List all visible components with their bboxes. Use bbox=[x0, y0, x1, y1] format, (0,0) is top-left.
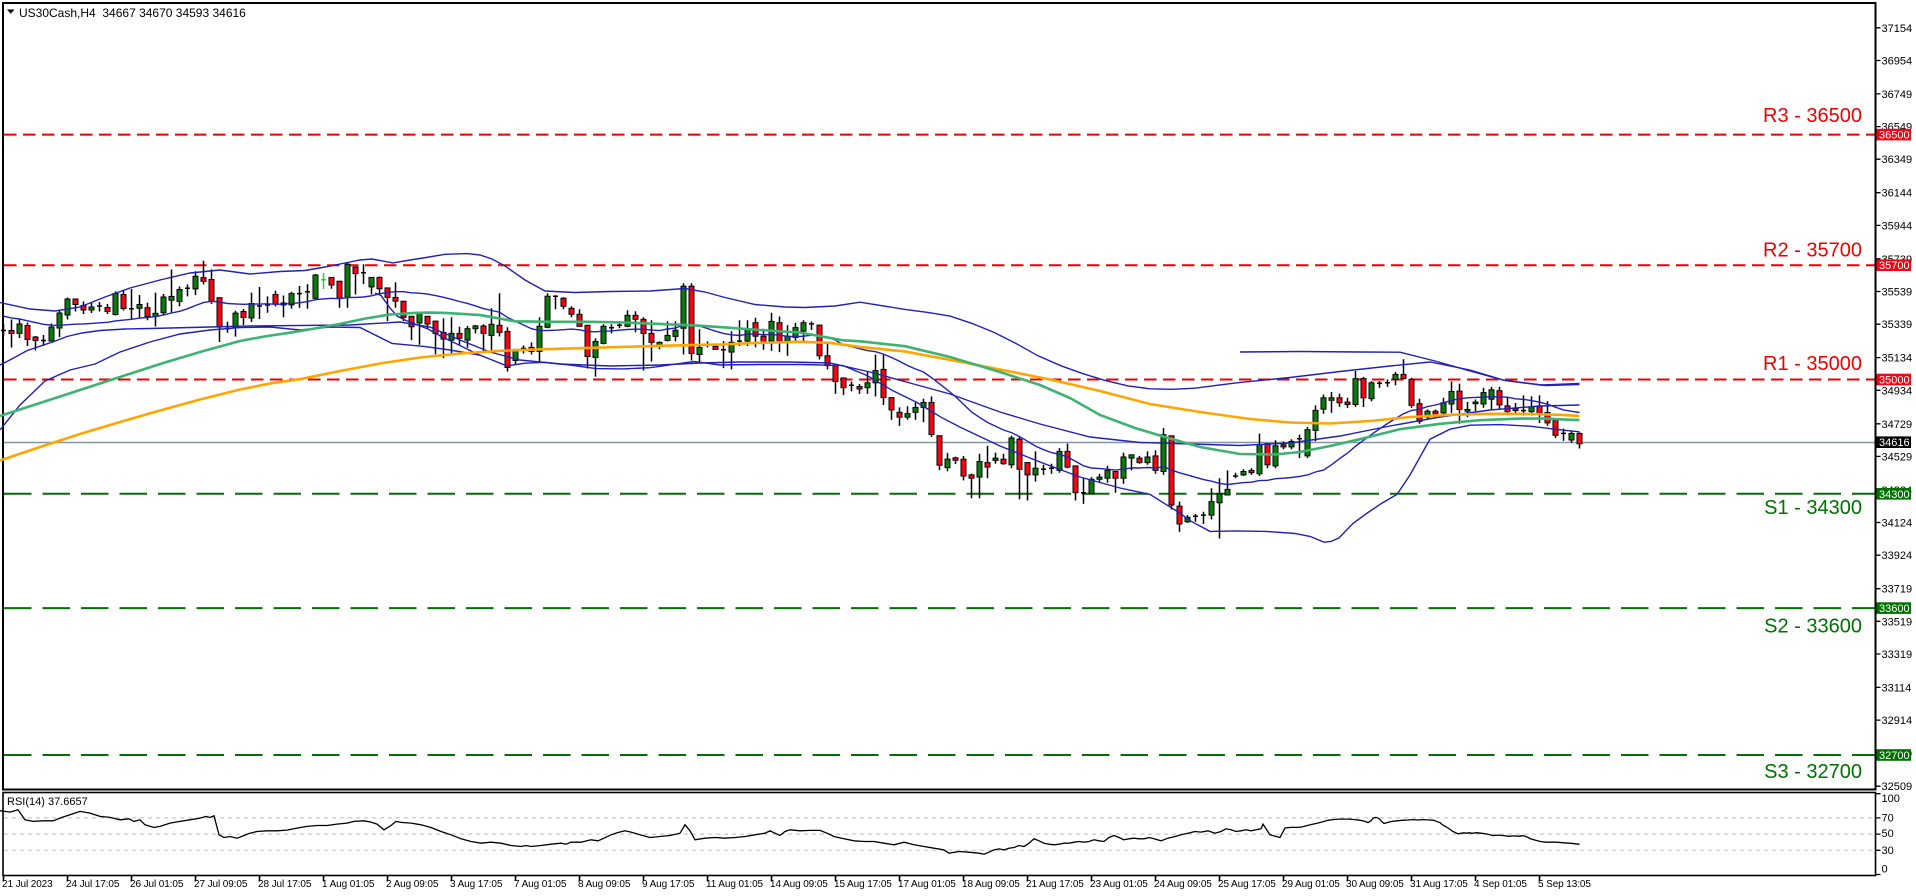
svg-text:R1 - 35000: R1 - 35000 bbox=[1763, 353, 1862, 375]
svg-text:32914: 32914 bbox=[1882, 715, 1913, 727]
svg-text:32509: 32509 bbox=[1882, 781, 1913, 793]
svg-text:100: 100 bbox=[1882, 793, 1900, 805]
svg-text:R2 - 35700: R2 - 35700 bbox=[1763, 240, 1862, 262]
svg-text:36500: 36500 bbox=[1879, 130, 1910, 142]
svg-text:36954: 36954 bbox=[1882, 56, 1913, 68]
svg-text:33719: 33719 bbox=[1882, 584, 1913, 596]
svg-text:34729: 34729 bbox=[1882, 419, 1913, 431]
svg-text:50: 50 bbox=[1882, 828, 1894, 840]
svg-text:S3 - 32700: S3 - 32700 bbox=[1764, 761, 1862, 783]
svg-text:15 Aug 17:05: 15 Aug 17:05 bbox=[834, 879, 892, 890]
svg-text:33319: 33319 bbox=[1882, 649, 1913, 661]
svg-text:2 Aug 09:05: 2 Aug 09:05 bbox=[386, 879, 439, 890]
svg-text:33114: 33114 bbox=[1882, 682, 1912, 694]
svg-text:11 Aug 01:05: 11 Aug 01:05 bbox=[706, 879, 764, 890]
svg-text:5 Sep 13:05: 5 Sep 13:05 bbox=[1538, 879, 1591, 890]
svg-text:9 Aug 17:05: 9 Aug 17:05 bbox=[642, 879, 695, 890]
svg-text:28 Jul 17:05: 28 Jul 17:05 bbox=[258, 879, 312, 890]
svg-text:32700: 32700 bbox=[1879, 750, 1910, 762]
svg-text:34300: 34300 bbox=[1879, 489, 1910, 501]
svg-text:24 Jul 17:05: 24 Jul 17:05 bbox=[66, 879, 120, 890]
svg-text:S1 - 34300: S1 - 34300 bbox=[1764, 497, 1862, 519]
svg-text:35944: 35944 bbox=[1882, 220, 1913, 232]
svg-text:8 Aug 09:05: 8 Aug 09:05 bbox=[578, 879, 631, 890]
svg-text:37154: 37154 bbox=[1882, 23, 1913, 35]
svg-text:34616: 34616 bbox=[1879, 437, 1910, 449]
svg-text:R3 - 36500: R3 - 36500 bbox=[1763, 105, 1862, 127]
svg-text:31 Aug 17:05: 31 Aug 17:05 bbox=[1410, 879, 1468, 890]
svg-text:34934: 34934 bbox=[1882, 385, 1913, 397]
svg-text:24 Aug 09:05: 24 Aug 09:05 bbox=[1154, 879, 1212, 890]
svg-text:3 Aug 17:05: 3 Aug 17:05 bbox=[450, 879, 503, 890]
svg-text:18 Aug 09:05: 18 Aug 09:05 bbox=[962, 879, 1020, 890]
svg-text:4 Sep 01:05: 4 Sep 01:05 bbox=[1474, 879, 1527, 890]
svg-text:33519: 33519 bbox=[1882, 616, 1913, 628]
svg-text:34529: 34529 bbox=[1882, 451, 1913, 463]
svg-text:US30Cash,H4 34667 34670 34593: US30Cash,H4 34667 34670 34593 34616 bbox=[19, 6, 246, 20]
svg-text:35000: 35000 bbox=[1879, 375, 1910, 387]
svg-text:25 Aug 17:05: 25 Aug 17:05 bbox=[1218, 879, 1276, 890]
svg-text:1 Aug 01:05: 1 Aug 01:05 bbox=[322, 879, 375, 890]
svg-text:34124: 34124 bbox=[1882, 518, 1913, 530]
svg-text:7 Aug 01:05: 7 Aug 01:05 bbox=[514, 879, 567, 890]
svg-text:70: 70 bbox=[1882, 812, 1894, 824]
svg-text:33924: 33924 bbox=[1882, 550, 1913, 562]
svg-text:23 Aug 01:05: 23 Aug 01:05 bbox=[1090, 879, 1148, 890]
svg-text:26 Jul 01:05: 26 Jul 01:05 bbox=[130, 879, 184, 890]
svg-text:36749: 36749 bbox=[1882, 89, 1913, 101]
svg-text:S2 - 33600: S2 - 33600 bbox=[1764, 616, 1862, 638]
svg-text:33600: 33600 bbox=[1879, 603, 1910, 615]
svg-text:35339: 35339 bbox=[1882, 319, 1913, 331]
svg-text:30 Aug 09:05: 30 Aug 09:05 bbox=[1346, 879, 1404, 890]
svg-text:17 Aug 01:05: 17 Aug 01:05 bbox=[898, 879, 956, 890]
svg-text:0: 0 bbox=[1882, 864, 1888, 876]
svg-text:29 Aug 01:05: 29 Aug 01:05 bbox=[1282, 879, 1340, 890]
svg-text:35134: 35134 bbox=[1882, 353, 1913, 365]
svg-text:27 Jul 09:05: 27 Jul 09:05 bbox=[194, 879, 248, 890]
svg-text:35700: 35700 bbox=[1879, 260, 1910, 272]
svg-text:21 Aug 17:05: 21 Aug 17:05 bbox=[1026, 879, 1084, 890]
svg-text:RSI(14) 37.6657: RSI(14) 37.6657 bbox=[7, 796, 88, 808]
svg-text:14 Aug 09:05: 14 Aug 09:05 bbox=[770, 879, 828, 890]
svg-text:36349: 36349 bbox=[1882, 154, 1913, 166]
svg-text:36144: 36144 bbox=[1882, 188, 1913, 200]
svg-text:30: 30 bbox=[1882, 845, 1894, 857]
svg-text:35539: 35539 bbox=[1882, 287, 1913, 299]
svg-text:21 Jul 2023: 21 Jul 2023 bbox=[2, 879, 53, 890]
